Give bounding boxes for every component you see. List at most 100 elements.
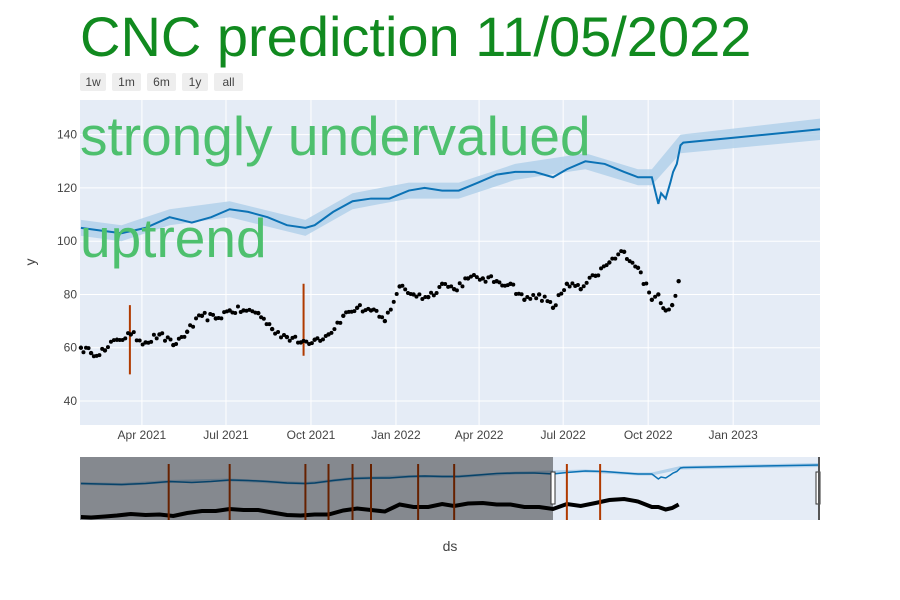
range-selector[interactable]: 1w 1m 6m 1y all (80, 73, 243, 91)
actual-point (417, 292, 422, 297)
actual-point (131, 330, 136, 335)
actual-point (638, 270, 643, 275)
actual-point (613, 256, 618, 261)
y-axis-ticks: 40 60 80 100 120 140 (57, 128, 77, 408)
range-button-label: all (222, 75, 234, 89)
actual-point (108, 339, 113, 344)
actual-point (281, 332, 286, 337)
actual-point (505, 283, 510, 288)
slider-unselected-shade (80, 457, 554, 520)
range-slider[interactable] (80, 457, 821, 520)
actual-point (590, 273, 595, 278)
range-button-all[interactable]: all (214, 73, 243, 91)
actual-point (304, 339, 309, 344)
actual-point (446, 284, 451, 289)
annotation-strongly-undervalued: strongly undervalued (80, 105, 591, 167)
range-button-bg (214, 73, 243, 91)
x-tick-label: Oct 2021 (287, 428, 336, 442)
actual-point (78, 345, 84, 350)
actual-point (562, 288, 567, 293)
actual-point (403, 287, 408, 292)
actual-point (137, 338, 142, 343)
actual-point (400, 283, 405, 288)
y-axis-title: y (22, 259, 38, 266)
y-tick-label: 120 (57, 181, 77, 195)
actual-point (315, 336, 320, 341)
grid-lines (80, 100, 820, 425)
y-tick-label: 80 (64, 287, 78, 301)
actual-point (519, 292, 524, 297)
range-button-1y[interactable]: 1y (182, 73, 208, 91)
actual-point (676, 278, 681, 284)
slider-left-handle[interactable] (550, 471, 556, 505)
actual-point (434, 290, 439, 295)
actual-point (273, 331, 278, 336)
actual-point (162, 338, 167, 343)
actual-point (100, 346, 105, 351)
actual-point (624, 257, 629, 262)
actual-point (559, 291, 564, 296)
x-tick-label: Oct 2022 (624, 428, 673, 442)
actual-point (287, 338, 292, 343)
range-button-1m[interactable]: 1m (112, 73, 141, 91)
actual-point (149, 339, 154, 344)
forecast-uncertainty-band (80, 118, 821, 242)
actual-point (575, 282, 580, 287)
actual-point (468, 274, 473, 279)
x-tick-label: Jul 2022 (540, 428, 586, 442)
actual-point (471, 273, 476, 278)
actual-point (653, 294, 658, 299)
actual-point (599, 266, 604, 271)
slider-forecast-band (80, 463, 821, 486)
actual-point (658, 301, 663, 306)
actual-point (332, 327, 337, 332)
actual-point (536, 292, 542, 297)
slider-forecast-line (80, 464, 821, 486)
actual-point (88, 350, 94, 356)
actual-point (184, 329, 190, 334)
actual-point (296, 340, 301, 345)
actual-point (414, 294, 419, 299)
range-button-1w[interactable]: 1w (80, 73, 106, 91)
actual-point (174, 341, 179, 346)
range-button-bg (147, 73, 176, 91)
actual-point (284, 334, 290, 340)
actual-point (581, 284, 586, 289)
actual-point (151, 332, 156, 337)
actual-point (497, 280, 502, 285)
actual-point (391, 299, 396, 304)
actual-points (78, 249, 681, 359)
actual-point (408, 291, 413, 296)
actual-point (439, 281, 445, 287)
actual-point (644, 281, 649, 286)
actual-point (656, 292, 661, 297)
actual-point (489, 274, 494, 279)
actual-point (224, 309, 229, 314)
actual-point (341, 313, 346, 318)
actual-point (320, 337, 325, 342)
actual-point (196, 313, 201, 318)
actual-point (233, 311, 238, 316)
actual-point (219, 316, 224, 321)
actual-point (354, 305, 360, 310)
actual-point (191, 324, 196, 329)
actual-point (126, 331, 131, 336)
actual-point (329, 330, 334, 335)
actual-point (666, 307, 671, 312)
actual-point (511, 282, 516, 287)
actual-point (394, 292, 399, 297)
actual-point (647, 290, 652, 295)
actual-point (457, 281, 462, 286)
range-button-bg (112, 73, 141, 91)
actual-point (454, 288, 459, 293)
x-tick-label: Jul 2021 (203, 428, 249, 442)
range-button-6m[interactable]: 6m (147, 73, 176, 91)
actual-point (267, 322, 272, 327)
actual-point (596, 273, 601, 278)
actual-point (264, 322, 269, 327)
actual-point (491, 279, 496, 284)
x-tick-label: Apr 2021 (118, 428, 167, 442)
actual-point (460, 284, 465, 289)
actual-point (380, 315, 385, 320)
y-tick-label: 40 (64, 394, 78, 408)
